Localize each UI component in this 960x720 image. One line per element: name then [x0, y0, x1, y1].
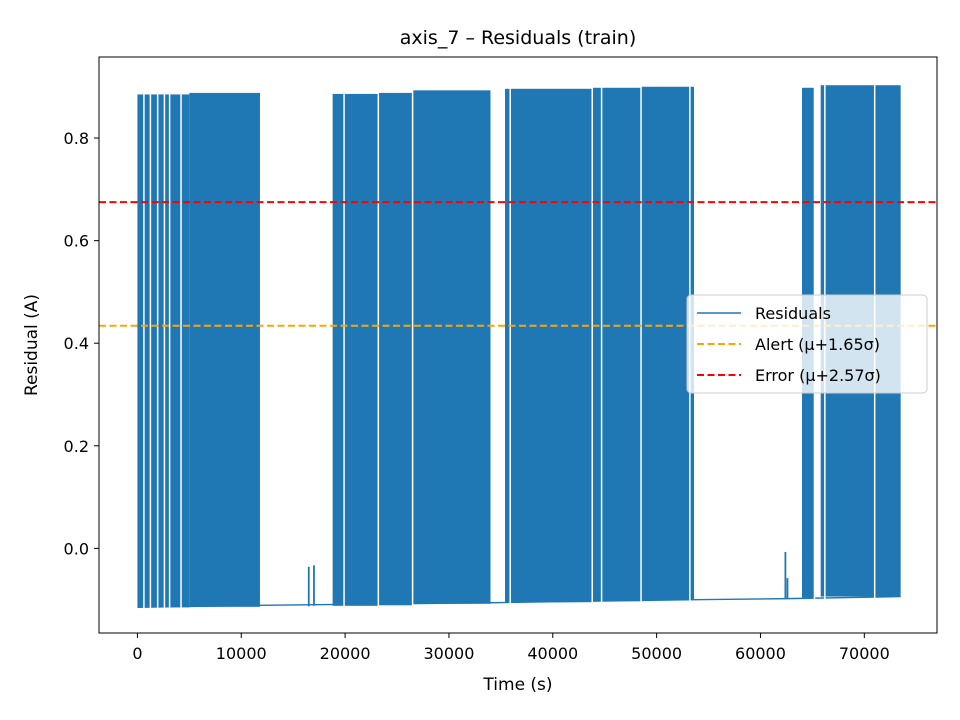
x-axis: 0 10000 20000 30000 40000 50000 60000 70000	[132, 633, 890, 663]
residual-oscillation-block	[505, 88, 593, 603]
residual-oscillation-block	[592, 87, 642, 602]
y-tick-label: 0.0	[64, 539, 89, 558]
x-tick-label: 70000	[839, 644, 890, 663]
y-axis-label: Residual (A)	[22, 294, 42, 396]
y-axis: 0.0 0.2 0.4 0.6 0.8	[64, 129, 99, 558]
y-tick-label: 0.8	[64, 129, 89, 148]
y-tick-label: 0.6	[64, 232, 89, 251]
x-axis-label: Time (s)	[482, 675, 552, 695]
data-layer	[137, 57, 901, 633]
residual-oscillation-block	[412, 90, 491, 604]
residual-oscillation-block	[378, 92, 413, 606]
plot-frame	[98, 56, 938, 634]
legend: Residuals Alert (μ+1.65σ) Error (μ+2.57σ)	[686, 294, 928, 394]
legend-residuals-label: Residuals	[755, 304, 831, 323]
residual-oscillation-block	[641, 86, 695, 601]
legend-error-label: Error (μ+2.57σ)	[755, 366, 881, 385]
x-tick-label: 60000	[735, 644, 786, 663]
legend-alert-label: Alert (μ+1.65σ)	[755, 335, 880, 354]
legend-box	[686, 294, 928, 394]
x-tick-label: 10000	[216, 644, 267, 663]
chart-title: axis_7 – Residuals (train)	[400, 27, 636, 49]
x-tick-label: 20000	[320, 644, 371, 663]
plot-area	[98, 56, 938, 634]
y-tick-label: 0.4	[64, 334, 89, 353]
residual-oscillation-block	[189, 92, 260, 607]
x-tick-label: 50000	[631, 644, 682, 663]
x-tick-label: 40000	[527, 644, 578, 663]
x-tick-label: 30000	[423, 644, 474, 663]
x-tick-label: 0	[132, 644, 142, 663]
y-tick-label: 0.2	[64, 437, 89, 456]
residual-oscillation-block	[332, 93, 379, 606]
